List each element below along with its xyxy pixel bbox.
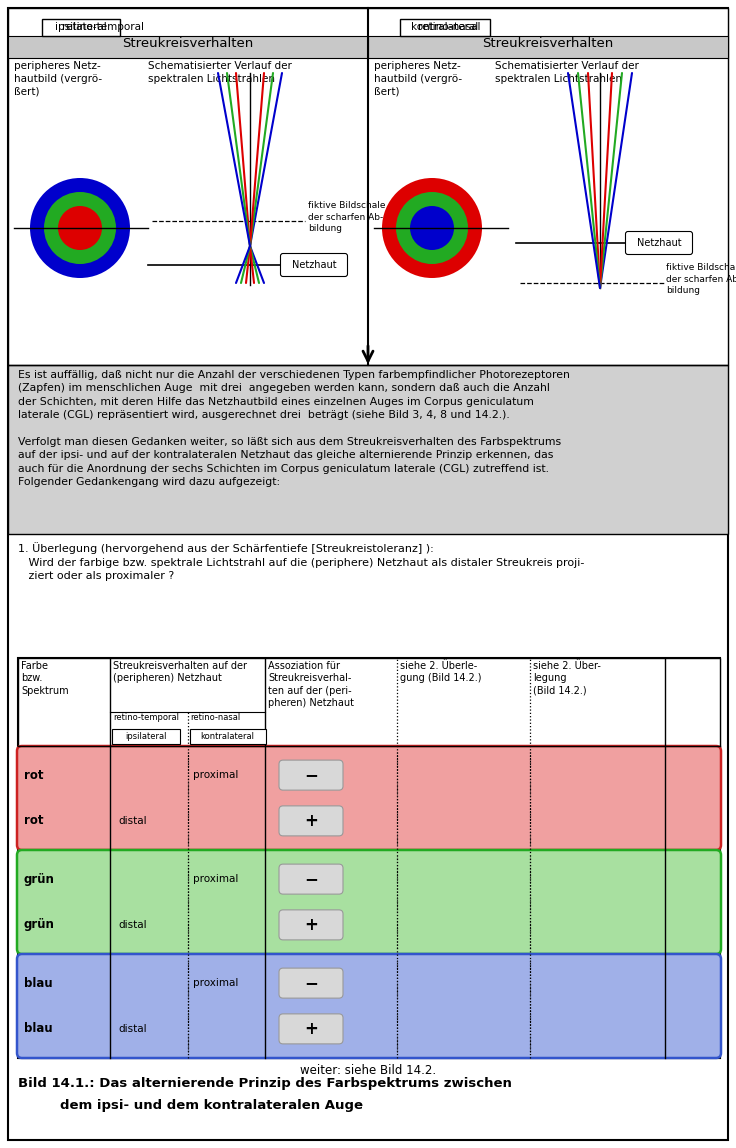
- Circle shape: [44, 192, 116, 264]
- Text: kontralateral: kontralateral: [411, 23, 478, 32]
- Bar: [18, 954, 720, 1058]
- Bar: [8, 8, 728, 365]
- Text: grün: grün: [24, 918, 55, 931]
- FancyBboxPatch shape: [279, 760, 343, 790]
- Bar: [18, 658, 720, 1058]
- Text: peripheres Netz-
hautbild (vergrö-
ßert): peripheres Netz- hautbild (vergrö- ßert): [14, 61, 102, 96]
- Text: retino-nasal: retino-nasal: [418, 22, 481, 32]
- FancyBboxPatch shape: [279, 864, 343, 894]
- Text: proximal: proximal: [193, 874, 238, 884]
- FancyBboxPatch shape: [626, 232, 693, 255]
- Text: peripheres Netz-
hautbild (vergrö-
ßert): peripheres Netz- hautbild (vergrö- ßert): [374, 61, 462, 96]
- Text: retino-temporal: retino-temporal: [113, 713, 179, 722]
- Text: Es ist auffällig, daß nicht nur die Anzahl der verschiedenen Typen farbempfindli: Es ist auffällig, daß nicht nur die Anza…: [18, 370, 570, 487]
- FancyBboxPatch shape: [279, 968, 343, 998]
- Text: Farbe
bzw.
Spektrum: Farbe bzw. Spektrum: [21, 661, 68, 696]
- Text: rot: rot: [24, 814, 43, 828]
- Text: proximal: proximal: [193, 978, 238, 988]
- Circle shape: [30, 178, 130, 278]
- Circle shape: [396, 192, 468, 264]
- Text: Streukreisverhalten auf der
(peripheren) Netzhaut: Streukreisverhalten auf der (peripheren)…: [113, 661, 247, 683]
- Text: Streukreisverhalten: Streukreisverhalten: [482, 37, 614, 51]
- Bar: [8, 8, 728, 365]
- Text: ipsilateral: ipsilateral: [125, 732, 167, 740]
- Bar: [18, 658, 720, 746]
- FancyBboxPatch shape: [279, 910, 343, 940]
- FancyBboxPatch shape: [279, 1014, 343, 1044]
- Text: blau: blau: [24, 977, 53, 990]
- Bar: [18, 746, 720, 850]
- Bar: [42, 20, 120, 36]
- Circle shape: [58, 205, 102, 250]
- Text: retino-temporal: retino-temporal: [62, 22, 144, 32]
- Text: +: +: [304, 812, 318, 830]
- Text: Schematisierter Verlauf der
spektralen Lichtstrahlen: Schematisierter Verlauf der spektralen L…: [495, 61, 639, 84]
- Text: +: +: [304, 916, 318, 933]
- Bar: [189, 729, 266, 744]
- Text: +: +: [304, 1019, 318, 1038]
- Text: Netzhaut: Netzhaut: [291, 259, 336, 270]
- Bar: [18, 850, 720, 954]
- Text: Assoziation für
Streukreisverhal-
ten auf der (peri-
pheren) Netzhaut: Assoziation für Streukreisverhal- ten au…: [268, 661, 354, 708]
- Text: grün: grün: [24, 872, 55, 885]
- Text: ipsilateral: ipsilateral: [55, 23, 107, 32]
- Text: rot: rot: [24, 769, 43, 782]
- FancyBboxPatch shape: [279, 806, 343, 836]
- FancyBboxPatch shape: [17, 746, 721, 850]
- Text: −: −: [304, 870, 318, 889]
- Circle shape: [382, 178, 482, 278]
- Text: distal: distal: [118, 816, 146, 825]
- Text: Schematisierter Verlauf der
spektralen Lichtstrahlen: Schematisierter Verlauf der spektralen L…: [148, 61, 292, 84]
- Bar: [368, 36, 728, 59]
- Circle shape: [410, 205, 454, 250]
- Text: distal: distal: [118, 1024, 146, 1034]
- Text: −: −: [304, 975, 318, 992]
- Text: 1. Überlegung (hervorgehend aus der Schärfentiefe [Streukreistoleranz] ):: 1. Überlegung (hervorgehend aus der Schä…: [18, 542, 434, 553]
- Text: Streukreisverhalten: Streukreisverhalten: [122, 37, 254, 51]
- Text: blau: blau: [24, 1023, 53, 1035]
- FancyBboxPatch shape: [280, 254, 347, 277]
- Bar: [8, 36, 368, 59]
- FancyBboxPatch shape: [17, 954, 721, 1058]
- Text: siehe 2. Über-
legung
(Bild 14.2.): siehe 2. Über- legung (Bild 14.2.): [533, 661, 601, 696]
- FancyBboxPatch shape: [17, 850, 721, 954]
- Text: proximal: proximal: [193, 770, 238, 781]
- Text: siehe 2. Überle-
gung (Bild 14.2.): siehe 2. Überle- gung (Bild 14.2.): [400, 661, 481, 683]
- Text: −: −: [304, 766, 318, 784]
- Text: Netzhaut: Netzhaut: [637, 238, 682, 248]
- Text: kontralateral: kontralateral: [200, 732, 255, 740]
- Bar: [112, 729, 180, 744]
- Bar: [400, 20, 490, 36]
- Text: distal: distal: [118, 920, 146, 930]
- Text: Bild 14.1.: Das alternierende Prinzip des Farbspektrums zwischen: Bild 14.1.: Das alternierende Prinzip de…: [18, 1077, 512, 1089]
- Text: weiter: siehe Bild 14.2.: weiter: siehe Bild 14.2.: [300, 1063, 436, 1077]
- Text: Wird der farbige bzw. spektrale Lichtstrahl auf die (periphere) Netzhaut als dis: Wird der farbige bzw. spektrale Lichtstr…: [18, 558, 584, 581]
- Text: fiktive Bildschale
der scharfen Ab-
bildung: fiktive Bildschale der scharfen Ab- bild…: [666, 263, 736, 295]
- Text: retino-nasal: retino-nasal: [191, 713, 241, 722]
- Text: dem ipsi- und dem kontralateralen Auge: dem ipsi- und dem kontralateralen Auge: [60, 1100, 363, 1112]
- Text: fiktive Bildschale
der scharfen Ab-
bildung: fiktive Bildschale der scharfen Ab- bild…: [308, 201, 386, 233]
- Bar: [8, 365, 728, 534]
